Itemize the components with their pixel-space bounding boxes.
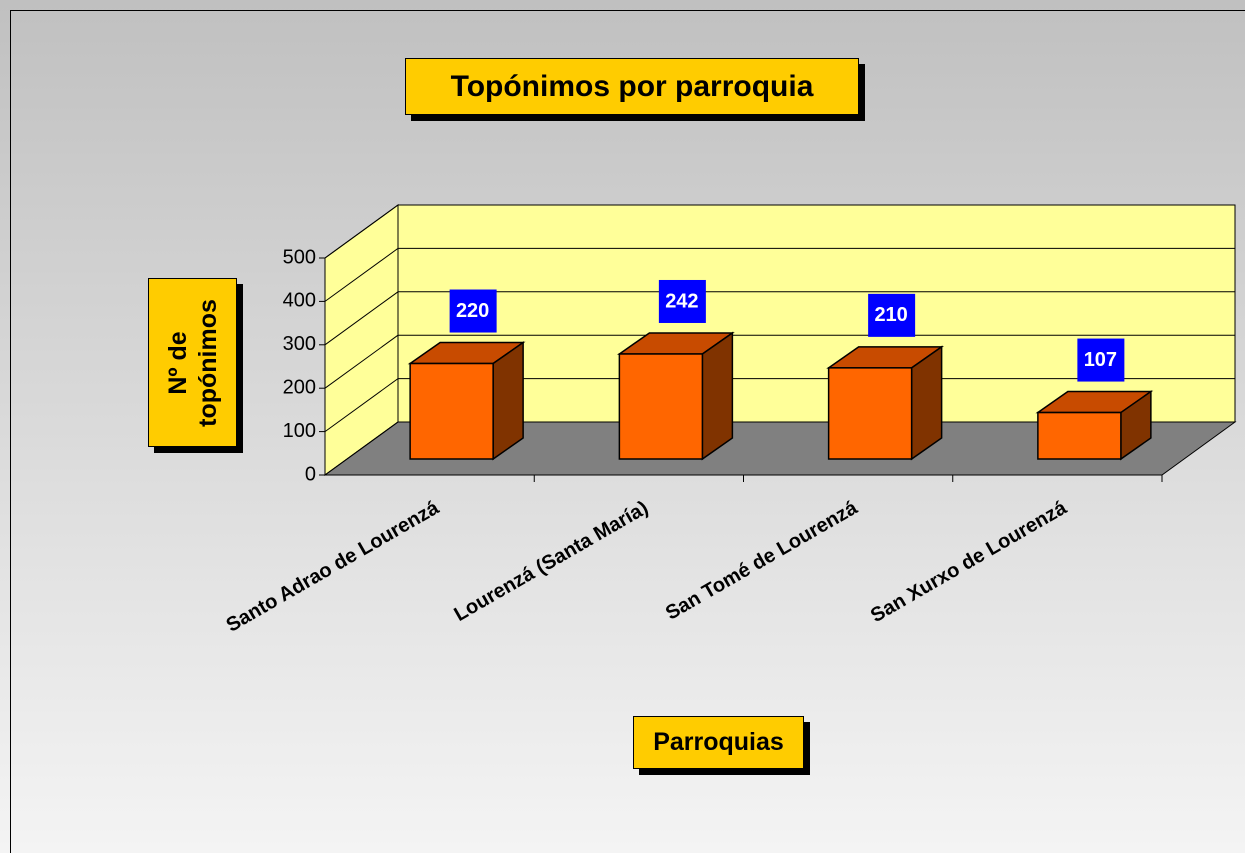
grid-line — [324, 421, 399, 476]
bar — [826, 345, 945, 461]
y-axis-box: Nº de topónimos — [148, 278, 237, 447]
grid-line — [324, 378, 399, 433]
bar — [1035, 390, 1154, 461]
grid-line — [324, 247, 399, 302]
x-tick-label: Santo Adrao de Lourenzá — [223, 496, 444, 636]
bar-front — [618, 353, 704, 460]
grid-line — [324, 334, 399, 389]
y-tick-label: 500 — [283, 246, 316, 268]
value-label-box — [449, 289, 497, 333]
y-tick-label: 100 — [283, 420, 316, 442]
value-label-box — [1077, 338, 1125, 382]
bar-side — [701, 331, 734, 461]
bar — [407, 341, 526, 461]
grid-line — [324, 291, 399, 346]
value-label: 107 — [1084, 349, 1117, 371]
y-tick-label: 0 — [305, 463, 316, 485]
bar-front — [827, 367, 913, 460]
value-label-box — [658, 279, 706, 323]
bar-side — [492, 341, 524, 461]
y-tick-label: 200 — [283, 376, 316, 398]
grid-line — [324, 204, 399, 259]
value-label-box — [868, 293, 916, 337]
value-label: 242 — [665, 290, 698, 312]
bar-front — [409, 362, 494, 460]
bar — [616, 331, 735, 461]
frame — [10, 10, 1245, 853]
y-tick-label: 300 — [283, 333, 316, 355]
y-tick-label: 400 — [283, 290, 316, 312]
y-axis-title: Nº de topónimos — [163, 298, 222, 427]
bar-front — [1037, 411, 1122, 460]
x-tick-label: San Xurxo de Lourenzá — [867, 496, 1071, 627]
chart-title: Topónimos por parroquia — [405, 58, 859, 115]
x-tick-label: San Tomé de Lourenzá — [662, 496, 862, 624]
x-axis-title: Parroquias — [633, 716, 804, 769]
value-label: 220 — [456, 300, 489, 322]
value-label: 210 — [874, 304, 907, 326]
x-tick-label: Lourenzá (Santa María) — [450, 497, 652, 626]
